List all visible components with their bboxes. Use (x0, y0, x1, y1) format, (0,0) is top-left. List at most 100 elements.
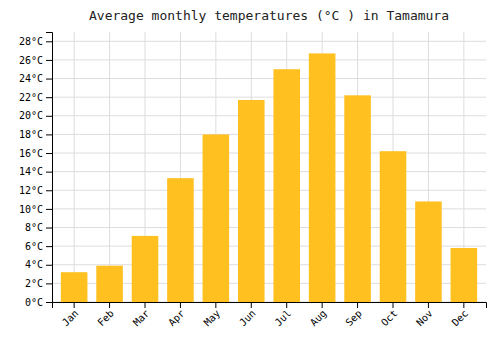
x-tick-mark (74, 302, 75, 308)
x-tick: Mar (131, 302, 152, 328)
bar (167, 178, 194, 302)
x-tick-mark (145, 302, 146, 308)
bar (132, 236, 159, 302)
y-tick-label: 20°C (19, 110, 43, 121)
title: Average monthly temperatures (°C ) in Ta… (89, 8, 449, 23)
y-tick-mark (46, 172, 52, 173)
y-tick-label: 0°C (25, 297, 43, 308)
x-tick: Jun (237, 302, 258, 328)
y-tick-label: 6°C (25, 241, 43, 252)
x-tick: Jul (273, 302, 294, 328)
y-tick: 2°C (25, 278, 52, 289)
x-tick-label: Nov (414, 308, 435, 329)
y-tick-label: 8°C (25, 222, 43, 233)
y-tick: 16°C (19, 148, 52, 159)
x-tick-mark (251, 302, 252, 308)
x-tick: Nov (414, 302, 435, 328)
x-tick-label: Mar (131, 308, 152, 329)
x-tick-label: Feb (95, 308, 116, 329)
y-tick-label: 4°C (25, 259, 43, 270)
y-tick-label: 14°C (19, 166, 43, 177)
x-tick-label: Apr (166, 308, 187, 329)
grid-line-y (52, 115, 486, 116)
y-tick: 18°C (19, 129, 52, 140)
bar (238, 100, 265, 302)
y-tick: 10°C (19, 204, 52, 215)
chart: 0°C 2°C 4°C 6°C 8°C 10°C 12°C 14°C 16°C 18°C 20°C 2… (0, 0, 500, 350)
grid-line-y (52, 153, 486, 154)
x-tick-label: May (202, 308, 223, 329)
y-tick-mark (46, 209, 52, 210)
y-tick: 12°C (19, 185, 52, 196)
x-tick-mark (463, 302, 464, 308)
x-tick-mark (322, 302, 323, 308)
x-tick: Jan (60, 302, 81, 328)
y-tick-mark (46, 190, 52, 191)
x-tick-mark (428, 302, 429, 308)
y-tick-mark (46, 265, 52, 266)
y-tick: 22°C (19, 92, 52, 103)
y-tick-label: 2°C (25, 278, 43, 289)
y-tick: 26°C (19, 55, 52, 66)
bar (415, 201, 442, 302)
grid-line-y (52, 190, 486, 191)
x-axis-line (53, 303, 487, 309)
y-tick-mark (46, 153, 52, 154)
grid-line-x (109, 32, 110, 302)
bar (309, 53, 336, 302)
grid-line-y (52, 78, 486, 79)
y-tick-mark (46, 97, 52, 98)
grid-line-y (52, 41, 486, 42)
grid-line-y (52, 171, 486, 172)
x-tick: Sep (343, 302, 364, 328)
x-tick-mark (215, 302, 216, 308)
x-tick: Apr (166, 302, 187, 328)
x-tick-mark (357, 302, 358, 308)
grid (52, 32, 486, 302)
x-tick-mark (393, 302, 394, 308)
y-tick-mark (46, 246, 52, 247)
y-tick-label: 26°C (19, 55, 43, 66)
bar (203, 134, 230, 302)
x-tick: Aug (308, 302, 329, 328)
grid-line-y (52, 59, 486, 60)
y-tick: 14°C (19, 166, 52, 177)
y-tick: 6°C (25, 241, 52, 252)
bar (451, 248, 478, 302)
grid-line-y (52, 97, 486, 98)
y-tick: 4°C (25, 259, 52, 270)
y-tick-label: 10°C (19, 204, 43, 215)
x-tick-label: Dec (450, 308, 471, 329)
y-axis-line (46, 33, 53, 303)
x-tick-mark (286, 302, 287, 308)
y-tick-mark (46, 79, 52, 80)
bar (96, 266, 123, 302)
grid-line-y (52, 134, 486, 135)
y-tick: 28°C (19, 36, 52, 47)
grid-line-x (74, 32, 75, 302)
y-tick: 0°C (25, 297, 52, 308)
y-tick: 20°C (19, 110, 52, 121)
y-tick-mark (46, 60, 52, 61)
bars (61, 53, 477, 302)
x-tick-label: Jul (273, 308, 294, 329)
x-tick-label: Oct (379, 308, 400, 329)
bar (273, 69, 300, 302)
x-axis: Jan Feb Mar Apr May Jun Jul Aug Sep Oct Nov Dec (53, 302, 487, 328)
y-tick-label: 28°C (19, 36, 43, 47)
y-tick-mark (46, 41, 52, 42)
bar (61, 272, 88, 302)
x-tick: Oct (379, 302, 400, 328)
y-tick: 24°C (19, 73, 52, 84)
x-tick-mark (180, 302, 181, 308)
y-tick-mark (46, 116, 52, 117)
x-tick-mark (109, 302, 110, 308)
y-tick-label: 22°C (19, 92, 43, 103)
x-tick: Dec (450, 302, 471, 328)
y-tick-mark (46, 302, 52, 303)
y-tick-mark (46, 283, 52, 284)
x-tick: Feb (95, 302, 116, 328)
y-axis: 0°C 2°C 4°C 6°C 8°C 10°C 12°C 14°C 16°C 18°C 20°C 2… (19, 33, 53, 308)
x-tick-label: Sep (343, 308, 364, 329)
bar (380, 151, 407, 302)
